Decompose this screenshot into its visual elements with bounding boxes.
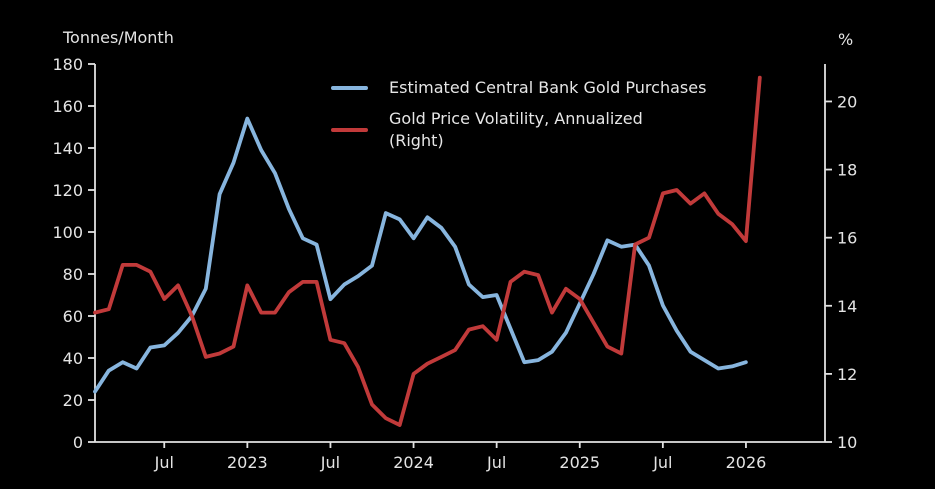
x-axis-tick-label: 2026 — [726, 453, 767, 472]
x-axis-tick-label: Jul — [154, 453, 174, 472]
legend-label-volatility-line2: (Right) — [389, 131, 444, 151]
gold-purchases-line — [93, 116, 748, 394]
x-axis-tick-label: 2023 — [227, 453, 268, 472]
x-axis-tick-label: Jul — [486, 453, 506, 472]
left-axis-tick-label: 140 — [52, 139, 83, 158]
left-axis-tick-label: 40 — [63, 349, 83, 368]
left-axis-title: Tonnes/Month — [63, 28, 174, 47]
left-axis-tick-label: 80 — [63, 265, 83, 284]
volatility-line — [93, 75, 762, 427]
right-axis-title: % — [838, 30, 854, 49]
left-axis-tick-label: 160 — [52, 97, 83, 116]
right-axis-tick-label: 20 — [837, 92, 857, 111]
left-axis-tick-label: 180 — [52, 55, 83, 74]
x-axis-tick-label: Jul — [652, 453, 672, 472]
left-axis-tick-label: 0 — [73, 433, 83, 452]
right-axis-tick-label: 14 — [837, 297, 857, 316]
right-axis-tick-label: 12 — [837, 365, 857, 384]
left-axis-tick-label: 60 — [63, 307, 83, 326]
right-axis-tick-label: 18 — [837, 161, 857, 180]
legend-label-volatility-line1: Gold Price Volatility, Annualized — [389, 109, 643, 129]
x-axis-tick-label: Jul — [320, 453, 340, 472]
left-axis-tick-label: 20 — [63, 391, 83, 410]
legend-entry-volatility: Gold Price Volatility, Annualized (Right… — [331, 108, 706, 152]
legend-label-gold-purchases: Estimated Central Bank Gold Purchases — [389, 78, 707, 97]
legend-label-volatility: Gold Price Volatility, Annualized (Right… — [389, 108, 643, 152]
x-axis-tick-label: 2025 — [559, 453, 600, 472]
x-axis-tick-label: 2024 — [393, 453, 434, 472]
blue-line-swatch — [331, 86, 368, 91]
left-axis-tick-label: 100 — [52, 223, 83, 242]
right-axis-tick-label: 10 — [837, 433, 857, 452]
legend: Estimated Central Bank Gold Purchases Go… — [331, 77, 706, 161]
left-axis-tick-label: 120 — [52, 181, 83, 200]
right-axis-tick-label: 16 — [837, 229, 857, 248]
red-line-swatch — [331, 128, 368, 133]
legend-entry-gold-purchases: Estimated Central Bank Gold Purchases — [331, 77, 706, 99]
